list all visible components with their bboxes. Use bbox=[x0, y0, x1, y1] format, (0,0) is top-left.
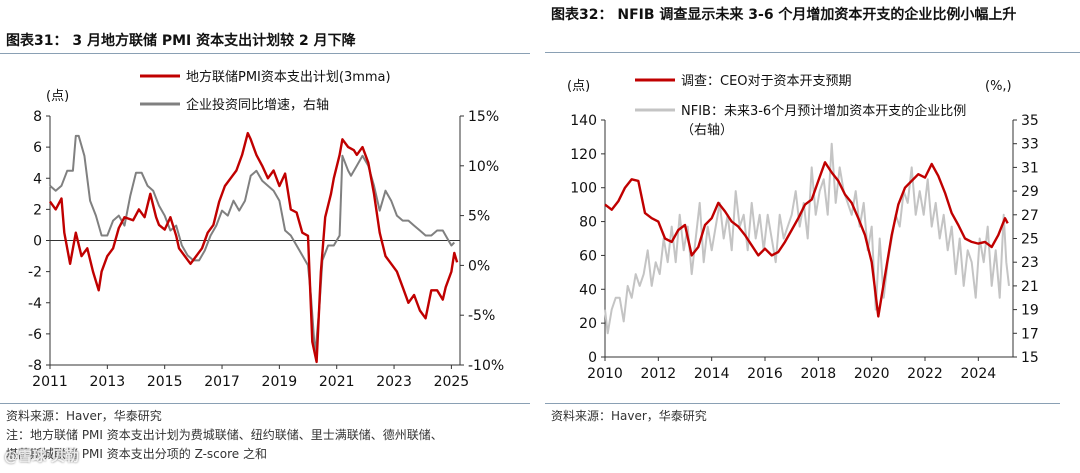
chart-panel-left: 图表31： 3 月地方联储 PMI 资本支出计划较 2 月下降 8 6 4 2 0 -2 -… bbox=[0, 0, 530, 473]
x-tick-label: 2015 bbox=[147, 374, 183, 390]
title-rule bbox=[0, 53, 530, 54]
y-left-tick-label: 8 bbox=[33, 109, 42, 125]
line-chart-right: 140 120 100 80 60 40 20 0 35 33 31 29 27 25 23 21 19 17 15… bbox=[567, 74, 1039, 382]
legend-label: （右轴） bbox=[681, 123, 733, 138]
y-right-tick-label: 17 bbox=[1021, 326, 1039, 342]
chart-title: 图表32： NFIB 调查显示未来 3-6 个月增加资本开支的企业比例小幅上升 bbox=[551, 7, 1017, 23]
y-left-tick-label: 40 bbox=[579, 282, 597, 298]
y-right-tick-label: 23 bbox=[1021, 255, 1039, 271]
y-right-tick-label: 35 bbox=[1021, 113, 1039, 129]
y-left-label: (点) bbox=[567, 79, 590, 94]
x-tick-label: 2013 bbox=[90, 374, 126, 390]
line-chart-left: 8 6 4 2 0 -2 -4 -6 -8 15% 10% 5% 0% -5% -10% 2011 2013 20… bbox=[28, 69, 504, 390]
y-left-tick-label: 120 bbox=[570, 147, 597, 163]
x-tick-label: 2017 bbox=[204, 374, 240, 390]
y-left-tick-label: 0 bbox=[33, 234, 42, 250]
y-left-tick-label: -6 bbox=[28, 327, 42, 343]
series-line-right-axis bbox=[49, 134, 456, 356]
y-left-tick-label: -2 bbox=[28, 265, 42, 281]
legend-label: NFIB：未来3-6个月预计增加资本开支的企业比例 bbox=[681, 103, 966, 119]
y-right-tick-label: -5% bbox=[468, 308, 495, 324]
y-right-tick-label: 31 bbox=[1021, 160, 1039, 176]
series-line-left-axis bbox=[49, 131, 459, 364]
y-left-tick-label: -4 bbox=[28, 296, 42, 312]
y-left-tick-label: 80 bbox=[579, 215, 597, 231]
y-right-tick-label: 29 bbox=[1021, 184, 1039, 200]
x-tick-label: 2022 bbox=[907, 366, 943, 382]
x-tick-label: 2016 bbox=[747, 366, 783, 382]
chart-title: 图表31： 3 月地方联储 PMI 资本支出计划较 2 月下降 bbox=[6, 33, 356, 49]
legend-label: 企业投资同比增速，右轴 bbox=[186, 97, 329, 113]
y-left-tick-label: 6 bbox=[33, 140, 42, 156]
chart-area: 140 120 100 80 60 40 20 0 35 33 31 29 27 25 23 21 19 17 15… bbox=[545, 60, 1080, 404]
source-text: 资料来源：Haver，华泰研究 bbox=[551, 409, 707, 423]
legend-label: 调查：CEO对于资本开支预期 bbox=[681, 74, 852, 89]
y-right-tick-label: 15 bbox=[1021, 350, 1039, 366]
y-left-tick-label: 140 bbox=[570, 113, 597, 129]
x-tick-label: 2023 bbox=[376, 374, 412, 390]
x-tick-label: 2020 bbox=[854, 366, 890, 382]
x-tick-label: 2024 bbox=[961, 366, 997, 382]
x-tick-label: 2021 bbox=[319, 374, 355, 390]
chart-area: 8 6 4 2 0 -2 -4 -6 -8 15% 10% 5% 0% -5% -10% 2011 2013 20… bbox=[0, 60, 530, 404]
legend-label: 地方联储PMI资本支出计划(3mma) bbox=[186, 69, 391, 85]
x-tick-label: 2019 bbox=[262, 374, 298, 390]
x-tick-label: 2025 bbox=[434, 374, 470, 390]
y-left-tick-label: 100 bbox=[570, 181, 597, 197]
y-right-tick-label: 10% bbox=[468, 159, 499, 175]
note-line-2: 堪萨斯城联储 PMI 资本支出分项的 Z-score 之和 bbox=[6, 447, 267, 461]
chart-panel-right: 图表32： NFIB 调查显示未来 3-6 个月增加资本开支的企业比例小幅上升 … bbox=[545, 0, 1080, 473]
x-tick-label: 2012 bbox=[641, 366, 677, 382]
y-right-label: (%,) bbox=[985, 79, 1012, 94]
note-line-1: 注：地方联储 PMI 资本支出计划为费城联储、纽约联储、里士满联储、德州联储、 bbox=[6, 428, 443, 442]
y-right-tick-label: 33 bbox=[1021, 137, 1039, 153]
source-text: 资料来源：Haver，华泰研究 bbox=[6, 409, 162, 423]
x-tick-label: 2011 bbox=[32, 374, 68, 390]
y-right-tick-label: 19 bbox=[1021, 303, 1039, 319]
y-left-tick-label: 60 bbox=[579, 248, 597, 264]
y-right-tick-label: 27 bbox=[1021, 208, 1039, 224]
series-line-right-axis bbox=[604, 142, 1010, 335]
x-tick-label: 2010 bbox=[587, 366, 623, 382]
x-tick-label: 2018 bbox=[801, 366, 837, 382]
source-rule bbox=[0, 403, 530, 404]
y-left-tick-label: 2 bbox=[33, 202, 42, 218]
y-right-tick-label: 21 bbox=[1021, 279, 1039, 295]
y-right-tick-label: -10% bbox=[468, 358, 504, 374]
series-line-left-axis bbox=[604, 161, 1009, 318]
y-right-tick-label: 25 bbox=[1021, 232, 1039, 248]
title-rule bbox=[545, 52, 1080, 53]
y-right-tick-label: 0% bbox=[468, 258, 490, 274]
y-left-tick-label: -8 bbox=[28, 358, 42, 374]
y-right-tick-label: 15% bbox=[468, 109, 499, 125]
y-left-tick-label: 0 bbox=[588, 350, 597, 366]
y-left-tick-label: 4 bbox=[33, 171, 42, 187]
y-right-tick-label: 5% bbox=[468, 209, 490, 225]
y-left-label: (点) bbox=[46, 89, 69, 104]
watermark: @雪球 贝勒 bbox=[4, 449, 79, 465]
x-tick-label: 2014 bbox=[694, 366, 730, 382]
y-left-tick-label: 20 bbox=[579, 316, 597, 332]
source-rule bbox=[545, 403, 1060, 404]
